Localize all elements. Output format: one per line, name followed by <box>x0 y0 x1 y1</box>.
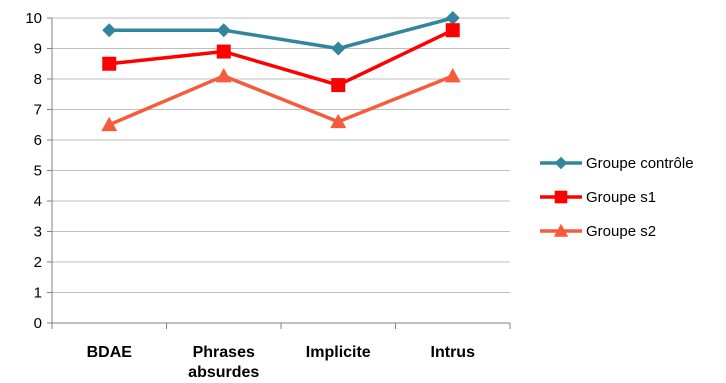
legend-label: Groupe contrôle <box>586 155 694 172</box>
series-line <box>109 16 454 51</box>
y-tick-label: 8 <box>34 71 42 88</box>
data-point <box>101 116 118 132</box>
x-tick-label: Implicite <box>306 344 371 361</box>
x-tick-label: Phrases absurdes <box>188 344 259 381</box>
legend-entry: Groupe s2 <box>540 223 656 240</box>
data-point <box>102 56 117 71</box>
legend-entry: Groupe s1 <box>540 189 656 206</box>
data-point <box>330 113 347 129</box>
series <box>101 11 461 132</box>
series-group <box>101 67 461 132</box>
series-group <box>102 23 460 93</box>
y-tick-label: 2 <box>34 254 42 271</box>
data-point <box>331 78 346 93</box>
legend: Groupe contrôle Groupe s1 Groupe s2 <box>540 155 694 240</box>
x-axis-ticks: BDAE Phrases absurdes Implicite Intrus <box>87 344 475 381</box>
y-tick-label: 4 <box>34 193 42 210</box>
y-tick-label: 10 <box>25 10 42 27</box>
x-tick-label: Intrus <box>431 344 476 361</box>
y-tick-label: 1 <box>34 285 42 302</box>
data-point <box>445 11 460 25</box>
legend-label: Groupe s2 <box>586 223 656 240</box>
data-point <box>554 156 568 170</box>
x-tick-label: BDAE <box>87 344 133 361</box>
data-point <box>554 190 568 204</box>
legend-label: Groupe s1 <box>586 189 656 206</box>
y-tick-label: 9 <box>34 41 42 58</box>
y-tick-label: 6 <box>34 132 42 149</box>
data-point <box>216 44 231 59</box>
data-point <box>215 67 232 83</box>
data-point <box>331 41 346 56</box>
y-tick-label: 3 <box>34 224 42 241</box>
gridlines <box>52 17 510 293</box>
data-point <box>445 23 460 38</box>
data-point <box>553 223 569 237</box>
series-group <box>102 11 460 56</box>
y-tick-label: 5 <box>34 163 42 180</box>
y-tick-label: 0 <box>34 315 42 332</box>
legend-entry: Groupe contrôle <box>540 155 694 172</box>
data-point <box>444 67 461 83</box>
data-point <box>216 23 231 38</box>
axes <box>47 17 511 329</box>
series-line <box>108 74 454 127</box>
series-line <box>109 28 454 87</box>
y-axis-ticks: 0 1 2 3 4 5 6 7 8 9 10 <box>25 10 42 332</box>
y-tick-label: 7 <box>34 102 42 119</box>
data-point <box>102 23 117 38</box>
